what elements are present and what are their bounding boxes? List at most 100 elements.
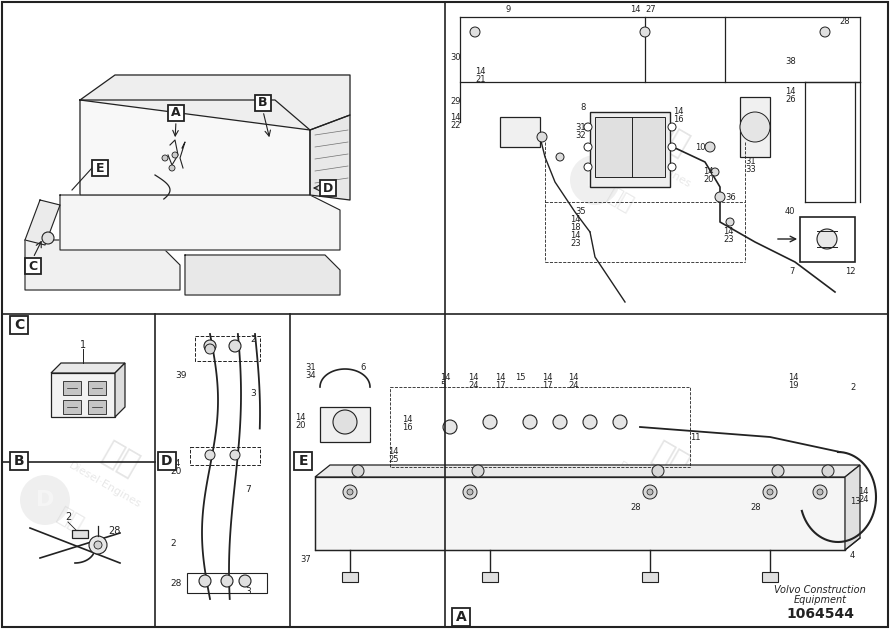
Circle shape xyxy=(822,465,834,477)
Text: 28: 28 xyxy=(108,526,120,536)
Bar xyxy=(190,447,260,465)
Text: 15: 15 xyxy=(515,372,525,382)
Text: 32: 32 xyxy=(575,130,586,140)
Text: 14: 14 xyxy=(450,113,460,121)
Text: 28: 28 xyxy=(750,503,761,511)
Text: 6: 6 xyxy=(360,362,366,372)
Circle shape xyxy=(333,410,357,434)
Circle shape xyxy=(640,27,650,37)
Text: 39: 39 xyxy=(175,372,187,381)
Bar xyxy=(88,381,106,395)
Bar xyxy=(342,572,358,582)
Circle shape xyxy=(643,485,657,499)
Circle shape xyxy=(584,143,592,151)
Circle shape xyxy=(230,450,240,460)
Text: 10: 10 xyxy=(695,143,706,152)
Text: 14: 14 xyxy=(570,231,580,240)
Text: 22: 22 xyxy=(450,121,460,130)
Bar xyxy=(88,400,106,414)
Text: 动力: 动力 xyxy=(603,504,636,535)
Circle shape xyxy=(172,152,178,158)
Bar xyxy=(72,530,88,538)
Circle shape xyxy=(553,415,567,429)
Circle shape xyxy=(668,163,676,171)
Text: 20: 20 xyxy=(295,421,305,430)
Circle shape xyxy=(221,575,233,587)
Text: 4: 4 xyxy=(850,550,855,560)
Bar xyxy=(10,452,28,470)
Text: 14: 14 xyxy=(673,108,684,116)
Bar xyxy=(255,95,271,111)
Circle shape xyxy=(463,485,477,499)
Bar xyxy=(642,572,658,582)
Text: Diesel·Engines: Diesel·Engines xyxy=(147,140,223,190)
Circle shape xyxy=(711,168,719,176)
Bar xyxy=(294,452,312,470)
Circle shape xyxy=(352,465,364,477)
Circle shape xyxy=(772,465,784,477)
Bar xyxy=(590,112,670,187)
Text: 19: 19 xyxy=(788,381,798,389)
Text: 紫发: 紫发 xyxy=(647,118,693,162)
Polygon shape xyxy=(60,195,340,250)
Circle shape xyxy=(537,132,547,142)
Text: 36: 36 xyxy=(725,192,736,201)
Text: 27: 27 xyxy=(645,6,656,14)
Text: 14: 14 xyxy=(388,447,399,457)
Polygon shape xyxy=(315,465,860,477)
Text: 23: 23 xyxy=(570,240,580,248)
Text: Diesel·Engines: Diesel·Engines xyxy=(67,460,143,510)
Circle shape xyxy=(584,123,592,131)
Circle shape xyxy=(584,163,592,171)
Text: 14: 14 xyxy=(440,372,450,382)
Bar xyxy=(158,452,176,470)
Circle shape xyxy=(20,475,70,525)
Bar xyxy=(452,608,470,626)
Bar xyxy=(800,217,855,262)
Text: 14: 14 xyxy=(785,87,796,96)
Circle shape xyxy=(570,475,620,525)
Text: D: D xyxy=(116,170,134,190)
Circle shape xyxy=(467,489,473,495)
Text: 9: 9 xyxy=(505,6,510,14)
Text: 5: 5 xyxy=(440,381,445,389)
Text: 紫发: 紫发 xyxy=(97,438,143,482)
Text: 动力: 动力 xyxy=(603,185,636,215)
Text: 38: 38 xyxy=(785,57,796,67)
Bar xyxy=(740,97,770,157)
Bar xyxy=(63,400,81,414)
Text: 14: 14 xyxy=(295,413,305,421)
Polygon shape xyxy=(25,240,180,290)
Text: 35: 35 xyxy=(575,208,586,216)
Circle shape xyxy=(483,415,497,429)
Text: 14: 14 xyxy=(170,460,182,469)
Text: 14: 14 xyxy=(568,372,579,382)
Circle shape xyxy=(556,153,564,161)
Text: 3: 3 xyxy=(245,587,251,596)
Text: 动力: 动力 xyxy=(53,504,86,535)
Text: A: A xyxy=(171,106,181,120)
Circle shape xyxy=(570,155,620,205)
Circle shape xyxy=(583,415,597,429)
Text: 11: 11 xyxy=(690,433,700,442)
Circle shape xyxy=(100,155,150,205)
Circle shape xyxy=(205,344,215,354)
Circle shape xyxy=(239,575,251,587)
Text: 28: 28 xyxy=(839,18,850,26)
Circle shape xyxy=(767,489,773,495)
Circle shape xyxy=(740,112,770,142)
Bar xyxy=(320,407,370,442)
Circle shape xyxy=(229,340,241,352)
Text: 24: 24 xyxy=(568,381,579,389)
Polygon shape xyxy=(310,115,350,200)
Text: 37: 37 xyxy=(300,555,311,564)
Circle shape xyxy=(205,450,215,460)
Circle shape xyxy=(613,415,627,429)
Bar xyxy=(320,180,336,196)
Text: 2: 2 xyxy=(170,540,175,548)
Bar xyxy=(25,258,41,274)
Text: B: B xyxy=(258,96,268,109)
Circle shape xyxy=(162,155,168,161)
Text: 28: 28 xyxy=(170,579,182,589)
Polygon shape xyxy=(80,75,350,130)
